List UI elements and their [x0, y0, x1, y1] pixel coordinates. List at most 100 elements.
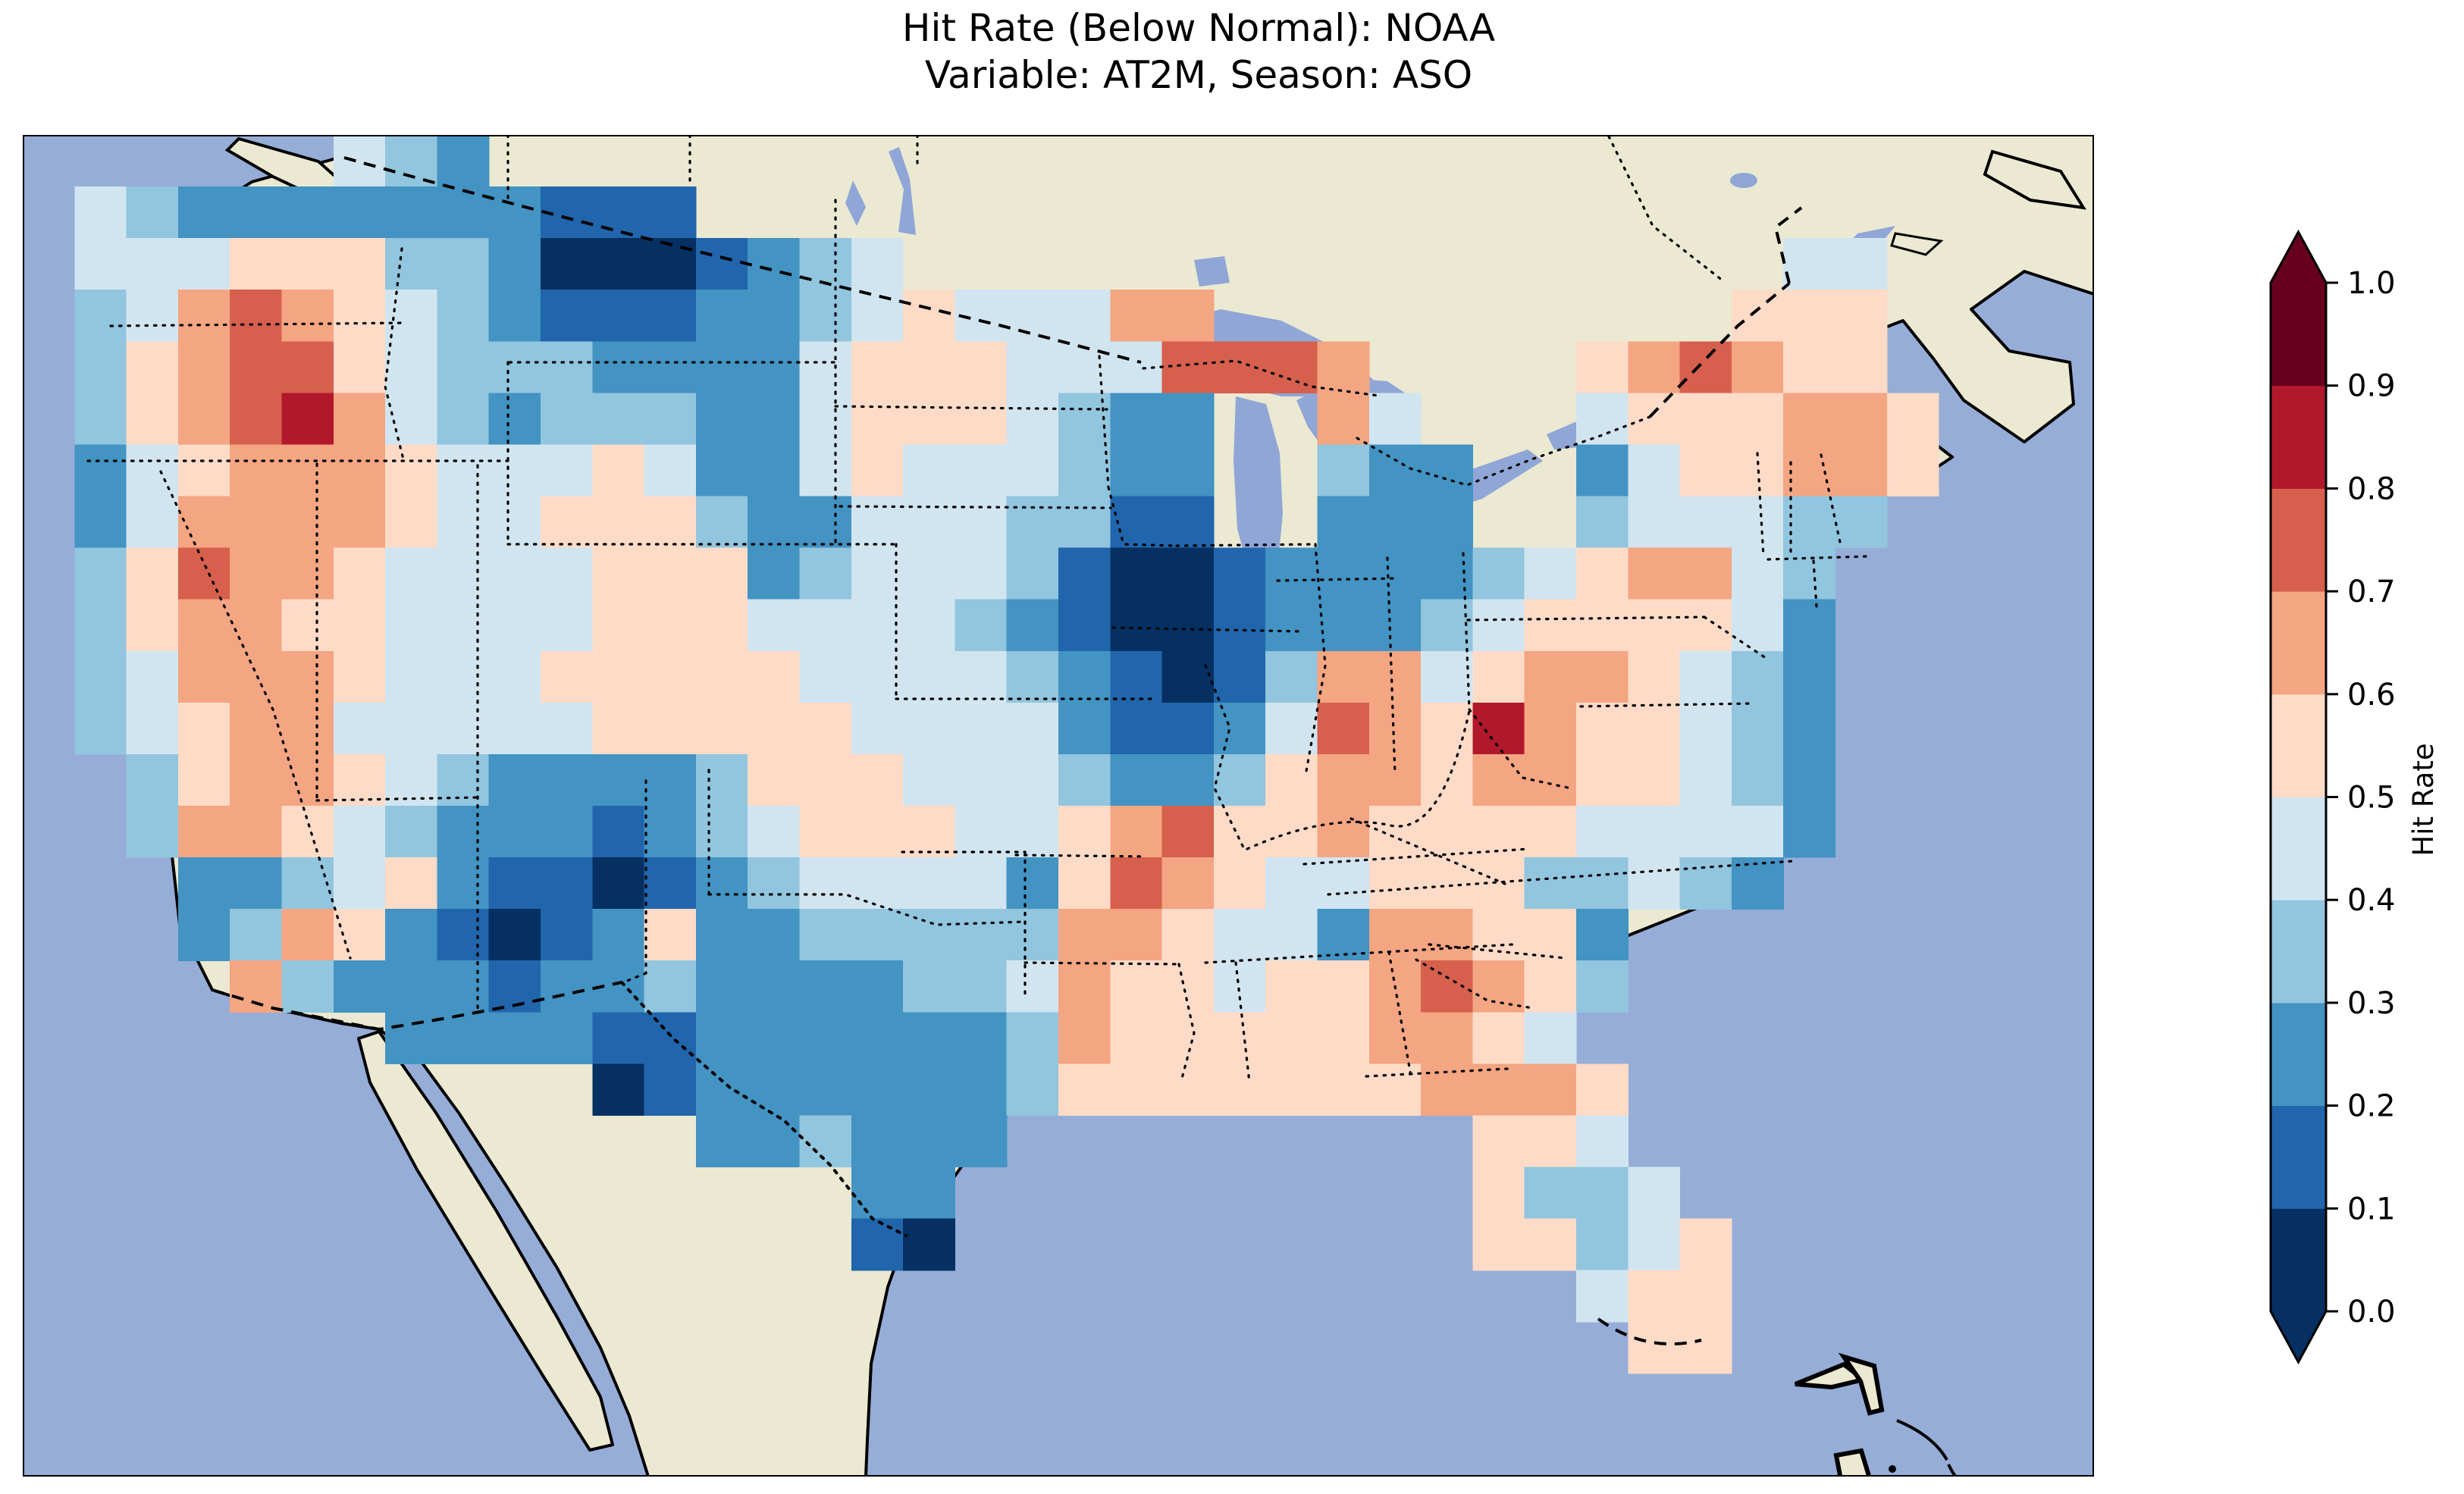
grid-cell: [1576, 702, 1629, 755]
grid-cell: [1058, 599, 1111, 652]
grid-cell: [1524, 1063, 1577, 1117]
colorbar-bin: [2271, 694, 2326, 797]
grid-cell: [955, 496, 1008, 549]
grid-cell: [1213, 1012, 1266, 1064]
grid-cell: [1265, 753, 1318, 807]
grid-cell: [541, 909, 593, 961]
anticosti-island: [1890, 232, 1944, 256]
grid-cell: [126, 393, 179, 446]
grid-cell: [851, 444, 904, 497]
grid-cell: [1317, 702, 1370, 755]
grid-cell: [1161, 341, 1215, 393]
grid-cell: [74, 444, 127, 497]
grid-cell: [437, 444, 490, 497]
grid-cell: [1524, 1115, 1577, 1168]
grid-cell: [333, 909, 386, 961]
grid-cell: [437, 909, 490, 961]
grid-cell: [592, 444, 645, 497]
grid-cell: [126, 702, 179, 755]
grid-cell: [541, 960, 593, 1013]
andros-island: [1833, 1448, 1872, 1477]
grid-cell: [955, 1115, 1008, 1168]
grid-cell: [592, 857, 645, 910]
title-line-1: Hit Rate (Below Normal): NOAA: [901, 6, 1496, 50]
grid-cell: [1679, 650, 1732, 703]
grid-cell: [1731, 496, 1784, 549]
grid-cell: [1317, 393, 1370, 446]
grid-cell: [1058, 341, 1111, 393]
grid-cell: [74, 186, 127, 239]
grid-cell: [1731, 547, 1784, 600]
colorbar-tick-label: 0.0: [2347, 1295, 2396, 1330]
colorbar-bin: [2271, 385, 2326, 489]
grid-cell: [177, 186, 230, 239]
grid-cell: [230, 650, 283, 703]
grid-cell: [1265, 806, 1318, 858]
grid-cell: [851, 753, 904, 807]
grid-cell: [592, 650, 645, 703]
us-canada-border: [343, 156, 1142, 364]
grid-cell: [74, 393, 127, 446]
grid-cell: [1006, 909, 1059, 961]
grid-cell: [903, 650, 955, 703]
grid-cell: [644, 702, 697, 755]
grid-cell: [385, 393, 437, 446]
colorbar-tick-label: 0.5: [2347, 781, 2396, 816]
grid-cell: [799, 909, 852, 961]
grid-cell: [1731, 599, 1784, 652]
grid-cell: [1524, 909, 1577, 961]
grid-cell: [1006, 444, 1059, 497]
colorbar-bin: [2271, 488, 2326, 592]
grid-cell: [333, 547, 386, 600]
grid-cell: [1421, 857, 1473, 910]
grid-cell: [1317, 599, 1370, 652]
grid-cell: [1110, 909, 1163, 961]
grid-cell: [592, 1012, 645, 1064]
grid-cell: [1731, 702, 1784, 755]
grid-cell: [1576, 650, 1629, 703]
grid-cell: [695, 547, 748, 600]
grid-cell: [1317, 547, 1370, 600]
grid-cell: [1576, 806, 1629, 858]
grid-cell: [281, 238, 334, 290]
grid-cell: [1679, 341, 1732, 393]
grid-cell: [281, 857, 334, 910]
grid-cell: [488, 599, 541, 652]
grid-cell: [695, 909, 748, 961]
grid-cell: [1783, 547, 1836, 600]
grid-cell: [644, 857, 697, 910]
grid-cell: [541, 238, 593, 290]
grid-cell: [1421, 547, 1473, 600]
grid-cell: [1058, 547, 1111, 600]
grid-cell: [488, 393, 541, 446]
grid-cell: [799, 960, 852, 1013]
grid-cell: [1886, 444, 1939, 497]
grid-cell: [1524, 650, 1577, 703]
grid-cell: [1679, 547, 1732, 600]
grid-cell: [126, 599, 179, 652]
grid-cell: [1110, 650, 1163, 703]
grid-cell: [437, 186, 490, 239]
grid-cell: [1731, 341, 1784, 393]
colorbar-bin: [2271, 1002, 2326, 1107]
grid-cell: [437, 341, 490, 393]
grid-cell: [385, 496, 437, 549]
grid-cell: [281, 444, 334, 497]
grid-cell: [333, 341, 386, 393]
grid-cell: [1058, 909, 1111, 961]
grid-cell: [1006, 650, 1059, 703]
grid-cell: [1472, 1115, 1525, 1168]
hit-rate-grid: [74, 135, 1939, 1374]
grid-cell: [230, 393, 283, 446]
grid-cell: [1731, 290, 1784, 342]
grid-cell: [1421, 960, 1473, 1013]
grid-cell: [1265, 341, 1318, 393]
colorbar-tick-label: 1.0: [2347, 266, 2396, 301]
grid-cell: [592, 547, 645, 600]
grid-cell: [1161, 702, 1215, 755]
baja-california: [357, 1030, 614, 1452]
grid-cell: [1317, 341, 1370, 393]
grid-cell: [1835, 290, 1888, 342]
grid-cell: [1576, 1167, 1629, 1220]
grid-cell: [1524, 599, 1577, 652]
